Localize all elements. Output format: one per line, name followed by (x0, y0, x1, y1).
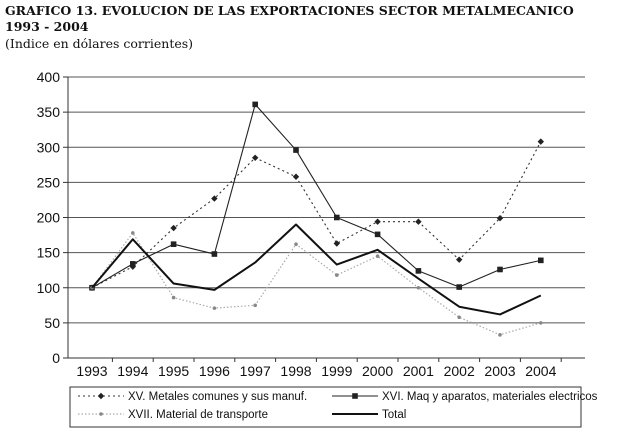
legend-label-4: Total (382, 409, 406, 421)
series-line-1 (91, 141, 542, 289)
data-point-s2 (538, 257, 544, 264)
chart-title: GRAFICO 13. EVOLUCION DE LAS EXPORTACION… (5, 3, 574, 34)
x-tick-label: 2001 (403, 363, 434, 379)
x-tick-label: 1999 (321, 363, 352, 379)
data-point-s1 (456, 256, 463, 263)
data-point-s3 (335, 273, 339, 277)
data-point-s3 (212, 306, 217, 310)
data-point-s2 (211, 251, 218, 257)
x-tick-label: 2002 (444, 363, 475, 379)
data-point-s3 (416, 285, 421, 290)
x-tick-label: 1997 (240, 363, 271, 379)
data-point-s1 (292, 173, 300, 180)
data-point-s3 (171, 295, 176, 300)
x-tick-label: 2004 (525, 363, 556, 379)
data-point-s3 (294, 242, 298, 246)
chart-subtitle: (Indice en dólares corrientes) (5, 36, 194, 51)
y-tick-label: 150 (37, 245, 61, 261)
y-tick-label: 50 (44, 315, 60, 331)
data-point-s2 (252, 101, 258, 108)
legend-marker-1 (97, 392, 105, 400)
data-point-s1 (496, 215, 504, 222)
y-tick-label: 250 (37, 174, 61, 190)
legend-label-1: XV. Metales comunes y sus manuf. (128, 391, 307, 403)
x-tick-label: 2000 (362, 363, 393, 379)
data-point-s1 (374, 218, 381, 225)
data-point-s3 (457, 315, 462, 320)
legend-label-2: XVI. Maq y aparatos, materiales electric… (382, 391, 598, 403)
data-point-s2 (170, 241, 177, 247)
series-line-2 (91, 103, 541, 289)
data-point-s3 (498, 333, 502, 337)
series-lines (88, 101, 544, 337)
data-point-s3 (375, 254, 380, 258)
y-tick-label: 0 (52, 350, 60, 366)
data-point-s2 (415, 268, 422, 274)
axes (67, 77, 585, 359)
legend-marker-2 (352, 393, 358, 399)
data-point-s2 (374, 231, 381, 238)
y-tick-label: 400 (37, 69, 61, 85)
x-tick-label: 2003 (484, 363, 515, 379)
data-point-s1 (170, 224, 177, 232)
y-tick-label: 200 (37, 210, 61, 226)
x-tick-label: 1995 (158, 363, 189, 379)
x-tick-label: 1994 (117, 363, 148, 379)
legend-label-3: XVII. Material de transporte (128, 409, 268, 421)
data-point-s1 (333, 240, 340, 247)
legend-box (69, 386, 582, 428)
y-tick-label: 100 (37, 280, 61, 296)
x-tick-label: 1996 (199, 363, 230, 379)
data-point-s2 (130, 261, 136, 267)
series-line-3 (91, 232, 541, 336)
legend-marker-3 (99, 412, 103, 416)
legend: XV. Metales comunes y sus manuf. XVI. Maq… (69, 386, 598, 428)
x-tick-label: 1998 (280, 363, 311, 379)
data-point-s1 (211, 195, 218, 202)
data-point-s3 (131, 231, 135, 235)
data-point-s2 (293, 147, 299, 153)
y-tick-label: 350 (37, 104, 61, 120)
y-tick-label: 300 (37, 139, 61, 155)
data-point-s1 (415, 218, 422, 225)
data-point-s3 (539, 321, 543, 325)
y-axis-ticks: 0 50 100 150 200 250 300 350 400 (37, 69, 68, 366)
data-point-s1 (537, 138, 544, 145)
data-point-s2 (334, 214, 340, 221)
data-point-s1 (252, 154, 259, 161)
data-point-s3 (253, 303, 257, 308)
series-line-4 (91, 223, 542, 316)
x-tick-label: 1993 (76, 363, 107, 379)
grid-lines (68, 76, 585, 324)
x-axis-ticks: 1993 1994 1995 1996 1997 1998 1999 2000 2001 2002… (76, 358, 562, 379)
data-point-s2 (497, 266, 503, 273)
data-point-s2 (456, 284, 462, 290)
